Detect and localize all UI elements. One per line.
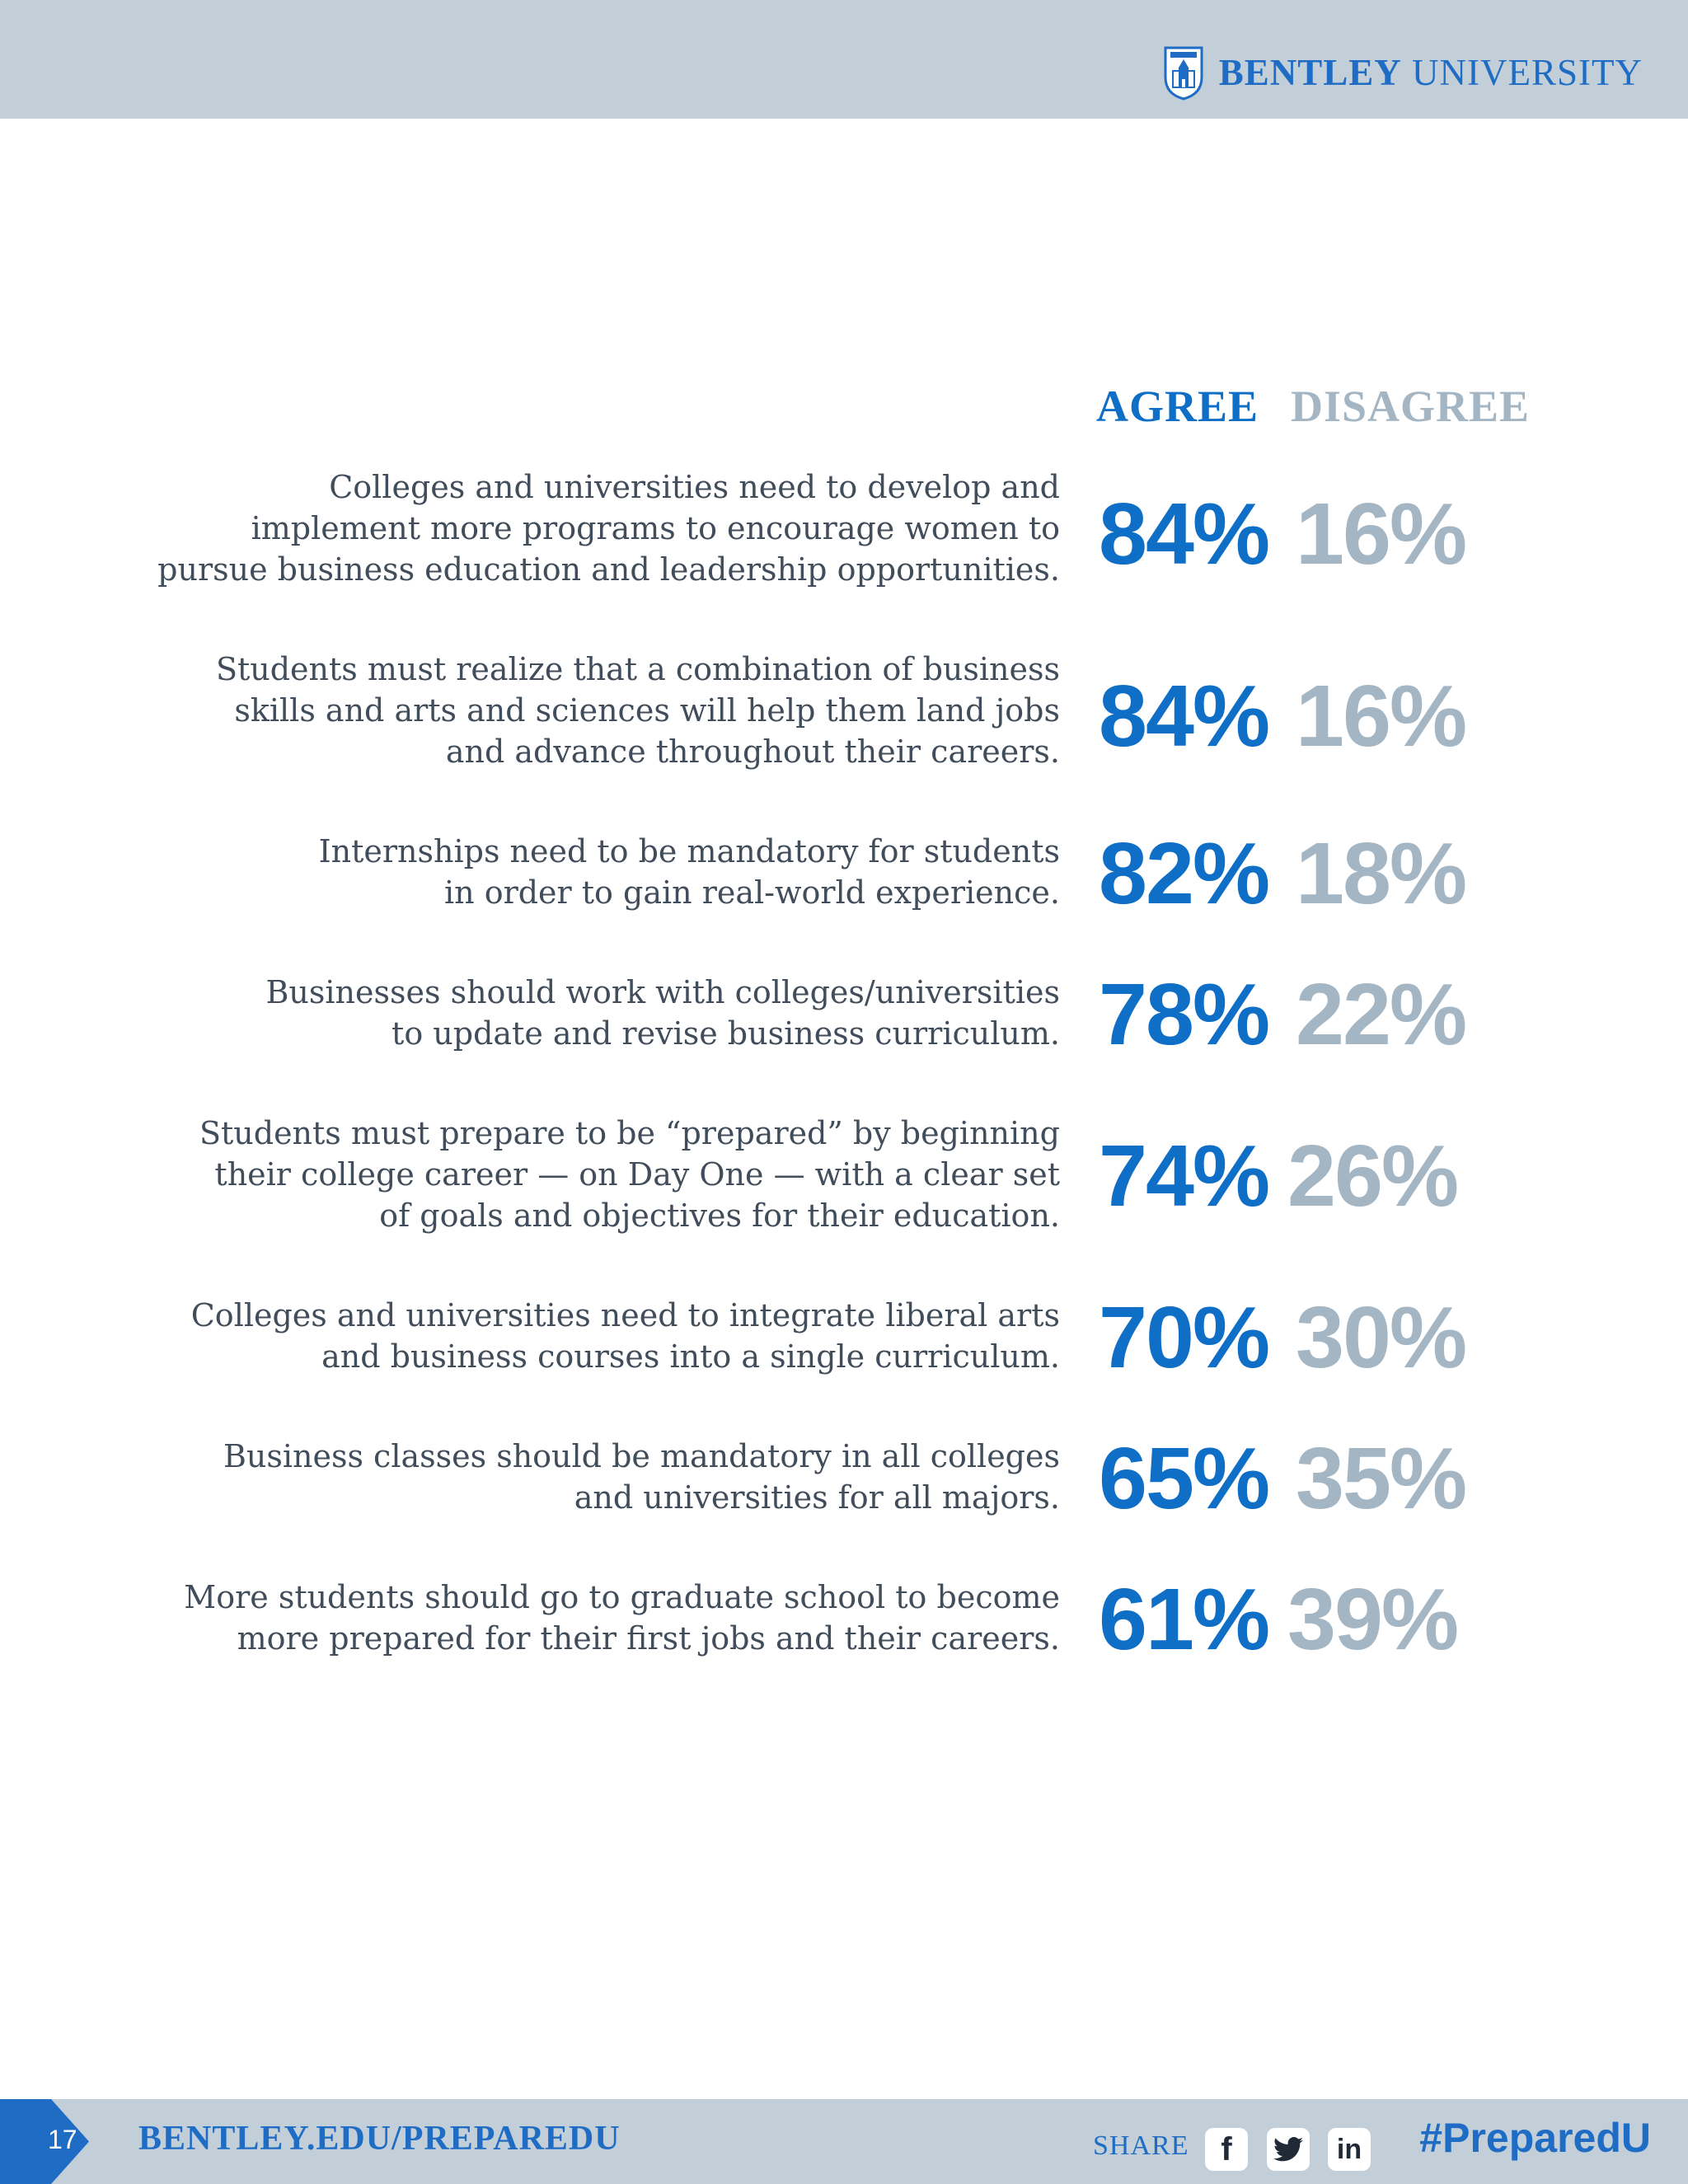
- statement: Students must prepare to be “prepared” b…: [199, 1115, 1060, 1234]
- statement: Internships need to be mandatory for stu…: [318, 833, 1060, 911]
- twitter-bird-icon: [1273, 2137, 1303, 2162]
- statement: Students must realize that a combination…: [215, 651, 1060, 770]
- bentley-logo[interactable]: BENTLEY UNIVERSITY: [1163, 41, 1643, 104]
- brand-name-light: UNIVERSITY: [1412, 52, 1643, 93]
- disagree-percent: 39%: [1287, 1571, 1459, 1668]
- agree-column-header: AGREE: [1096, 382, 1259, 431]
- page-number: 17: [48, 2125, 77, 2154]
- agree-percent: 82%: [1099, 825, 1270, 922]
- agree-percent: 65%: [1099, 1430, 1270, 1527]
- statement: Colleges and universities need to integr…: [190, 1297, 1060, 1375]
- statement: More students should go to graduate scho…: [184, 1579, 1060, 1657]
- agree-percent: 78%: [1099, 966, 1270, 1063]
- linkedin-icon[interactable]: in: [1328, 2128, 1371, 2171]
- footer-url-link[interactable]: BENTLEY.EDU/PREPAREDU: [138, 2120, 621, 2158]
- footer-bar: [0, 2099, 1688, 2184]
- disagree-percent: 26%: [1287, 1127, 1459, 1225]
- statement: Colleges and universities need to develo…: [157, 469, 1060, 588]
- brand-name: BENTLEY UNIVERSITY: [1219, 51, 1643, 94]
- disagree-percent: 30%: [1296, 1289, 1467, 1386]
- disagree-percent: 22%: [1296, 966, 1467, 1063]
- disagree-percent: 35%: [1296, 1430, 1467, 1527]
- disagree-percent: 16%: [1296, 485, 1467, 583]
- agree-percent: 74%: [1099, 1127, 1270, 1225]
- brand-name-bold: BENTLEY: [1218, 52, 1402, 93]
- disagree-percent: 16%: [1296, 668, 1467, 765]
- statement: Business classes should be mandatory in …: [223, 1438, 1060, 1516]
- header-bar: BENTLEY UNIVERSITY: [0, 0, 1688, 119]
- page-number-tab: [0, 2099, 89, 2184]
- hashtag: #PreparedU: [1419, 2115, 1651, 2161]
- disagree-percent: 18%: [1296, 825, 1467, 922]
- share-label: SHARE: [1093, 2130, 1189, 2161]
- statement: Businesses should work with colleges/uni…: [265, 974, 1060, 1052]
- agree-percent: 70%: [1099, 1289, 1270, 1386]
- agree-percent: 61%: [1099, 1571, 1270, 1668]
- facebook-icon[interactable]: f: [1205, 2128, 1248, 2171]
- disagree-column-header: DISAGREE: [1291, 382, 1531, 431]
- agree-percent: 84%: [1099, 668, 1270, 765]
- twitter-icon[interactable]: [1267, 2128, 1310, 2171]
- bentley-shield-icon: [1164, 46, 1203, 101]
- agree-percent: 84%: [1099, 485, 1270, 583]
